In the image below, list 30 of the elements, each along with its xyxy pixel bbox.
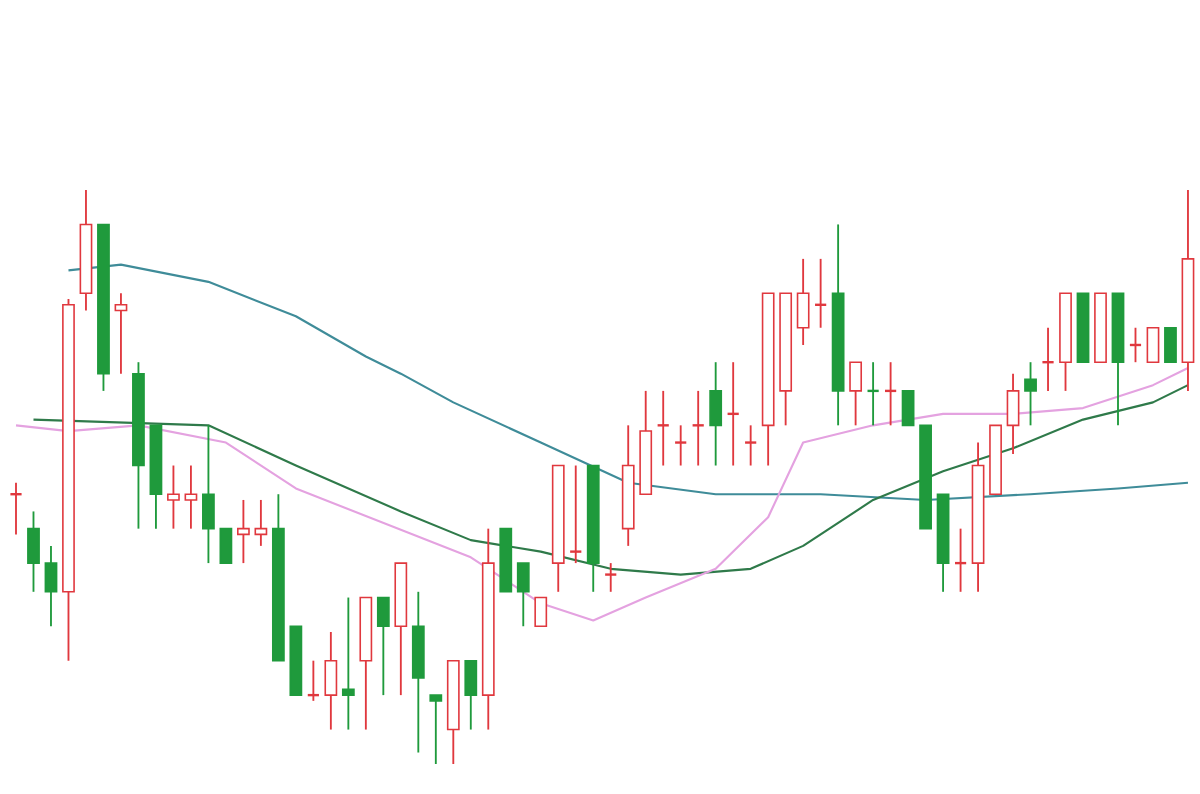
candlestick	[603, 562, 618, 593]
candlestick	[743, 424, 758, 467]
candlestick	[1006, 372, 1020, 455]
candlestick	[901, 390, 915, 427]
candlestick	[219, 527, 233, 564]
candlestick	[516, 562, 530, 628]
candlestick	[464, 659, 478, 731]
candlestick	[568, 464, 583, 565]
candlestick	[709, 361, 723, 467]
candlestick	[1164, 326, 1177, 363]
candlestick	[691, 389, 705, 467]
candlestick	[237, 499, 250, 565]
candlestick	[849, 361, 863, 427]
candlestick	[341, 596, 355, 731]
candlestick	[184, 464, 198, 530]
candlestick	[429, 694, 443, 765]
candlestick	[114, 292, 128, 375]
candlestick	[167, 464, 180, 530]
candlestick	[376, 596, 390, 697]
candlestick	[656, 389, 670, 467]
candlestick	[44, 544, 58, 628]
candlestick	[1146, 326, 1160, 363]
candlestick	[324, 631, 338, 731]
candlestick	[534, 596, 548, 628]
candlestick	[796, 257, 810, 346]
candlestick	[1024, 361, 1037, 427]
candlestick	[673, 424, 688, 467]
candlestick	[202, 424, 215, 565]
candlestick	[254, 499, 268, 547]
candlestick	[27, 510, 40, 593]
